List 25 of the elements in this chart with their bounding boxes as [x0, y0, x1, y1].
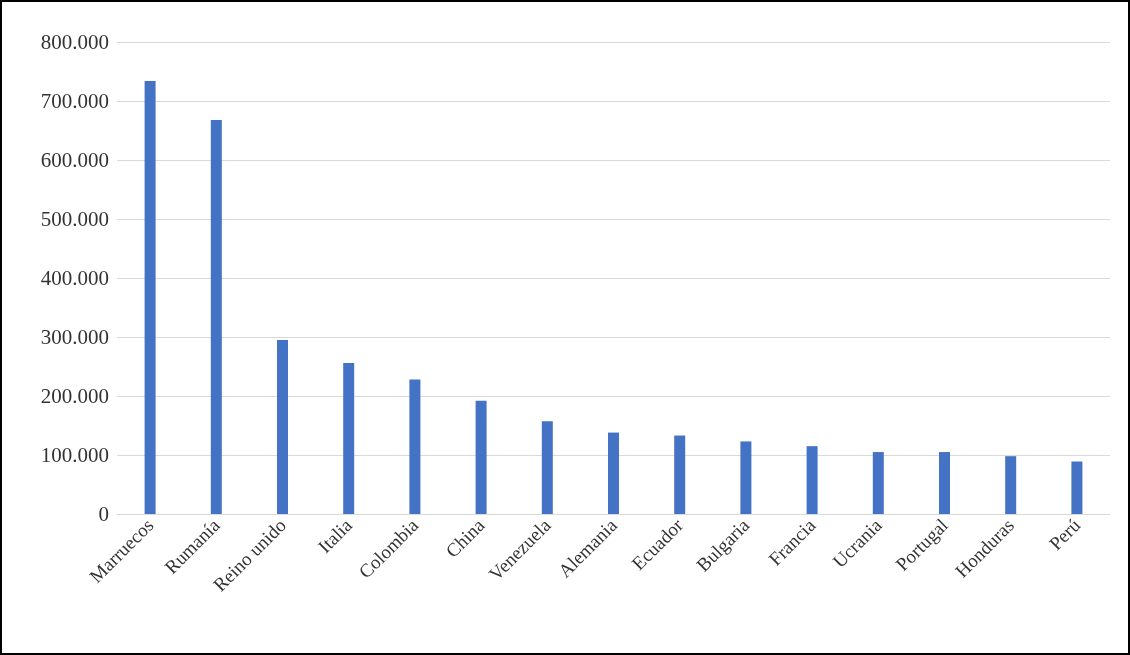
y-tick-label: 400.000 — [40, 266, 109, 290]
x-tick-label: Italia — [313, 514, 357, 557]
bar — [872, 452, 884, 514]
bar — [1005, 456, 1017, 514]
bar — [343, 362, 355, 514]
bar — [806, 446, 818, 514]
bar — [409, 379, 421, 514]
bar — [541, 421, 553, 514]
bar — [674, 435, 686, 514]
y-tick-label: 600.000 — [40, 148, 109, 172]
bar — [740, 441, 752, 514]
y-tick-label: 300.000 — [40, 325, 109, 349]
bar — [939, 452, 950, 514]
y-tick-label: 800.000 — [40, 30, 109, 54]
y-tick-label: 0 — [98, 502, 109, 526]
bar — [277, 339, 288, 514]
y-tick-label: 500.000 — [40, 207, 109, 231]
bar — [475, 400, 487, 514]
bar — [1071, 461, 1083, 514]
y-tick-label: 100.000 — [40, 443, 109, 467]
bar — [608, 432, 619, 514]
bar — [210, 119, 222, 514]
y-tick-label: 200.000 — [40, 384, 109, 408]
y-tick-label: 700.000 — [40, 89, 109, 113]
bar — [144, 80, 156, 514]
